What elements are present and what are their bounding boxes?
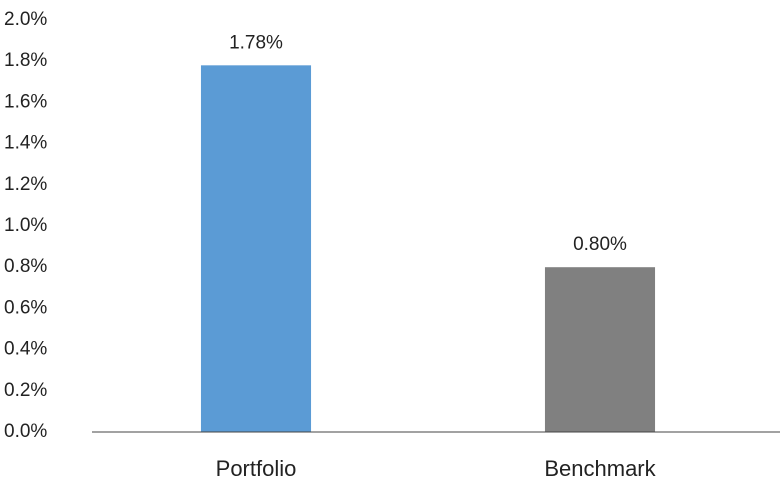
bar	[544, 267, 656, 432]
y-tick-label: 1.0%	[4, 215, 47, 236]
bar	[200, 65, 312, 432]
y-tick-label: 1.6%	[4, 91, 47, 112]
y-tick-label: 0.2%	[4, 380, 47, 401]
y-tick-label: 2.0%	[4, 9, 47, 30]
x-tick-label: Benchmark	[544, 456, 656, 481]
y-tick-label: 1.8%	[4, 50, 47, 71]
value-label: 0.80%	[573, 234, 627, 255]
y-tick-label: 0.6%	[4, 297, 47, 318]
value-label: 1.78%	[229, 32, 283, 53]
y-tick-label: 1.4%	[4, 133, 47, 154]
x-tick-label: Portfolio	[216, 456, 297, 481]
y-tick-label: 0.8%	[4, 256, 47, 277]
y-tick-label: 1.2%	[4, 174, 47, 195]
y-tick-label: 0.4%	[4, 339, 47, 360]
y-tick-label: 0.0%	[4, 421, 47, 442]
